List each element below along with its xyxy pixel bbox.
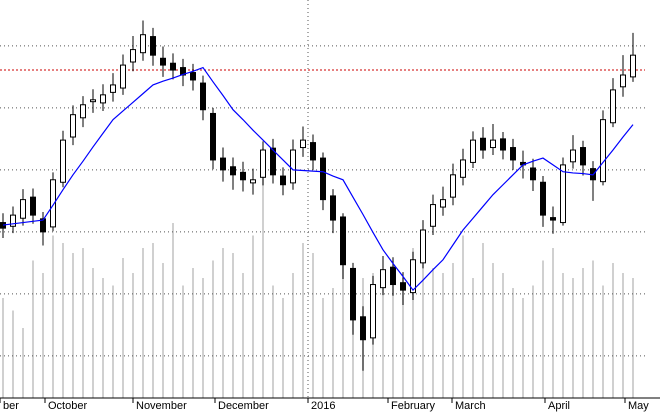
candle-body: [70, 114, 76, 138]
candle-body: [430, 204, 436, 227]
candle-body: [270, 147, 276, 176]
candle-body: [230, 166, 236, 176]
candle-body: [370, 284, 376, 339]
candle-body: [110, 84, 116, 93]
x-tick-label: November: [136, 400, 187, 412]
candle-body: [100, 94, 106, 104]
candle-body: [600, 119, 606, 183]
x-tick-label: April: [548, 400, 570, 412]
candle-body: [250, 179, 256, 184]
candle-body: [460, 159, 466, 178]
candle-body: [120, 64, 126, 89]
candle-body: [340, 216, 346, 266]
candle-body: [10, 214, 16, 227]
candle-body: [130, 49, 136, 63]
candle-body: [240, 171, 246, 181]
candle-body: [530, 167, 536, 181]
candle-body: [80, 104, 86, 119]
candle-body: [60, 139, 66, 183]
candle-body: [380, 269, 386, 289]
candle-body: [440, 199, 446, 208]
candle-body: [570, 149, 576, 163]
candle-body: [480, 137, 486, 151]
x-tick-label: May: [628, 400, 649, 412]
candle-body: [320, 157, 326, 201]
candle-body: [220, 157, 226, 171]
x-tick-label: March: [455, 400, 486, 412]
candle-body: [280, 175, 286, 186]
candle-body: [540, 181, 546, 216]
candle-body: [400, 282, 406, 291]
candle-body: [410, 259, 416, 294]
candle-body: [300, 139, 306, 149]
candle-body: [550, 217, 556, 221]
candle-body: [190, 72, 196, 81]
moving-average: [2, 66, 634, 292]
candle-body: [40, 218, 46, 233]
candle-body: [490, 139, 496, 149]
candle-body: [630, 54, 636, 78]
candle-body: [160, 57, 166, 66]
candle-body: [360, 316, 366, 341]
candle-body: [200, 82, 206, 111]
candle-body: [470, 139, 476, 163]
candle-body: [0, 222, 6, 229]
candle-body: [330, 195, 336, 221]
candle-body: [310, 142, 316, 161]
candle-body: [210, 112, 216, 161]
candle-body: [580, 147, 586, 166]
candle-body: [170, 62, 176, 71]
x-tick-label: February: [391, 400, 436, 412]
candle-body: [90, 99, 96, 103]
candle-body: [30, 196, 36, 216]
candle-body: [500, 138, 506, 151]
candle-body: [140, 34, 146, 54]
x-tick-label: October: [48, 400, 87, 412]
candle-body: [620, 74, 626, 88]
x-tick-label: December: [218, 400, 269, 412]
x-tick-label: ber: [3, 400, 19, 412]
candle-body: [50, 179, 56, 228]
x-tick-label: 2016: [311, 400, 335, 412]
candle-body: [20, 199, 26, 219]
candle-body: [420, 229, 426, 264]
candle-body: [610, 89, 616, 124]
candle-body: [350, 267, 356, 321]
candle-body: [560, 164, 566, 224]
candle-body: [260, 149, 266, 178]
candle-body: [510, 147, 516, 161]
candle-body: [150, 36, 156, 56]
candle-body: [390, 266, 396, 286]
candle-body: [290, 149, 296, 184]
candle-body: [450, 174, 456, 198]
